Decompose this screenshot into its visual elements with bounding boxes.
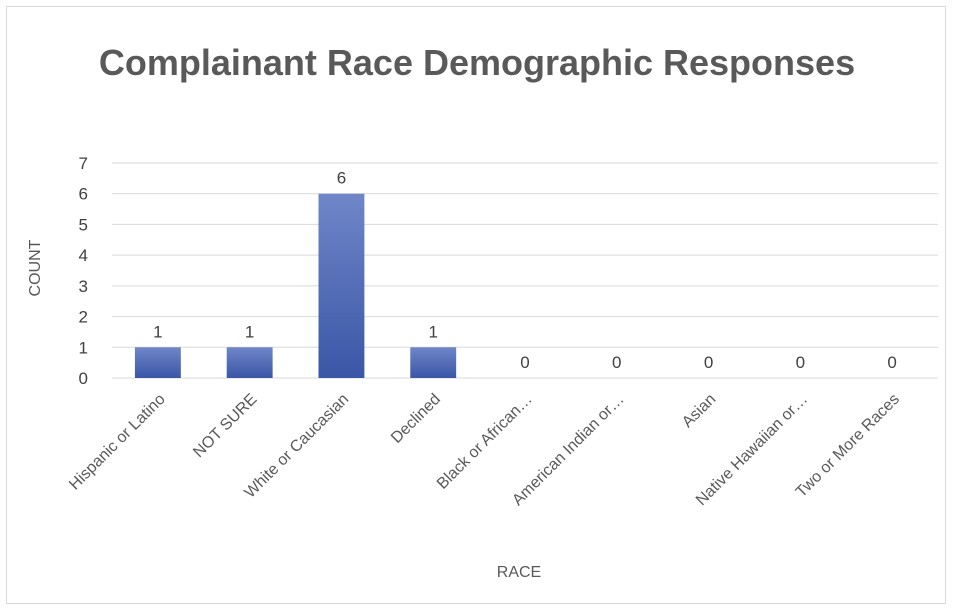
y-tick-label: 1 xyxy=(79,338,88,357)
bar xyxy=(318,193,365,378)
data-label: 0 xyxy=(704,353,713,372)
data-label: 0 xyxy=(887,353,896,372)
x-category-label: Declined xyxy=(388,391,444,447)
data-label: 1 xyxy=(153,322,162,341)
data-label: 0 xyxy=(520,353,529,372)
y-axis-ticks: 0 1 2 3 4 5 6 7 xyxy=(79,154,88,388)
x-category-label: White or Caucasian xyxy=(242,391,353,502)
x-category-label: NOT SURE xyxy=(190,391,260,461)
y-tick-label: 3 xyxy=(79,277,88,296)
bar xyxy=(410,347,457,378)
y-tick-label: 4 xyxy=(79,246,88,265)
data-label: 0 xyxy=(612,353,621,372)
bars xyxy=(134,193,457,378)
chart-title: Complainant Race Demographic Responses xyxy=(98,42,856,83)
y-tick-label: 0 xyxy=(79,369,88,388)
data-label: 6 xyxy=(337,169,346,188)
x-category-label: Asian xyxy=(679,391,719,431)
data-label: 0 xyxy=(796,353,805,372)
gridlines xyxy=(112,162,938,379)
y-axis-title: COUNT xyxy=(27,239,44,296)
y-tick-label: 5 xyxy=(79,215,88,234)
y-tick-label: 7 xyxy=(79,154,88,173)
data-label: 1 xyxy=(428,322,437,341)
y-tick-label: 2 xyxy=(79,308,88,327)
bar xyxy=(226,347,273,378)
x-category-label: Two or More Races xyxy=(793,391,903,501)
chart-frame xyxy=(6,6,946,604)
x-category-label: Black or African… xyxy=(434,391,536,493)
y-tick-label: 6 xyxy=(79,185,88,204)
x-axis-title: RACE xyxy=(497,564,541,581)
bar xyxy=(134,347,181,378)
data-label: 1 xyxy=(245,322,254,341)
x-category-label: Hispanic or Latino xyxy=(66,391,169,494)
